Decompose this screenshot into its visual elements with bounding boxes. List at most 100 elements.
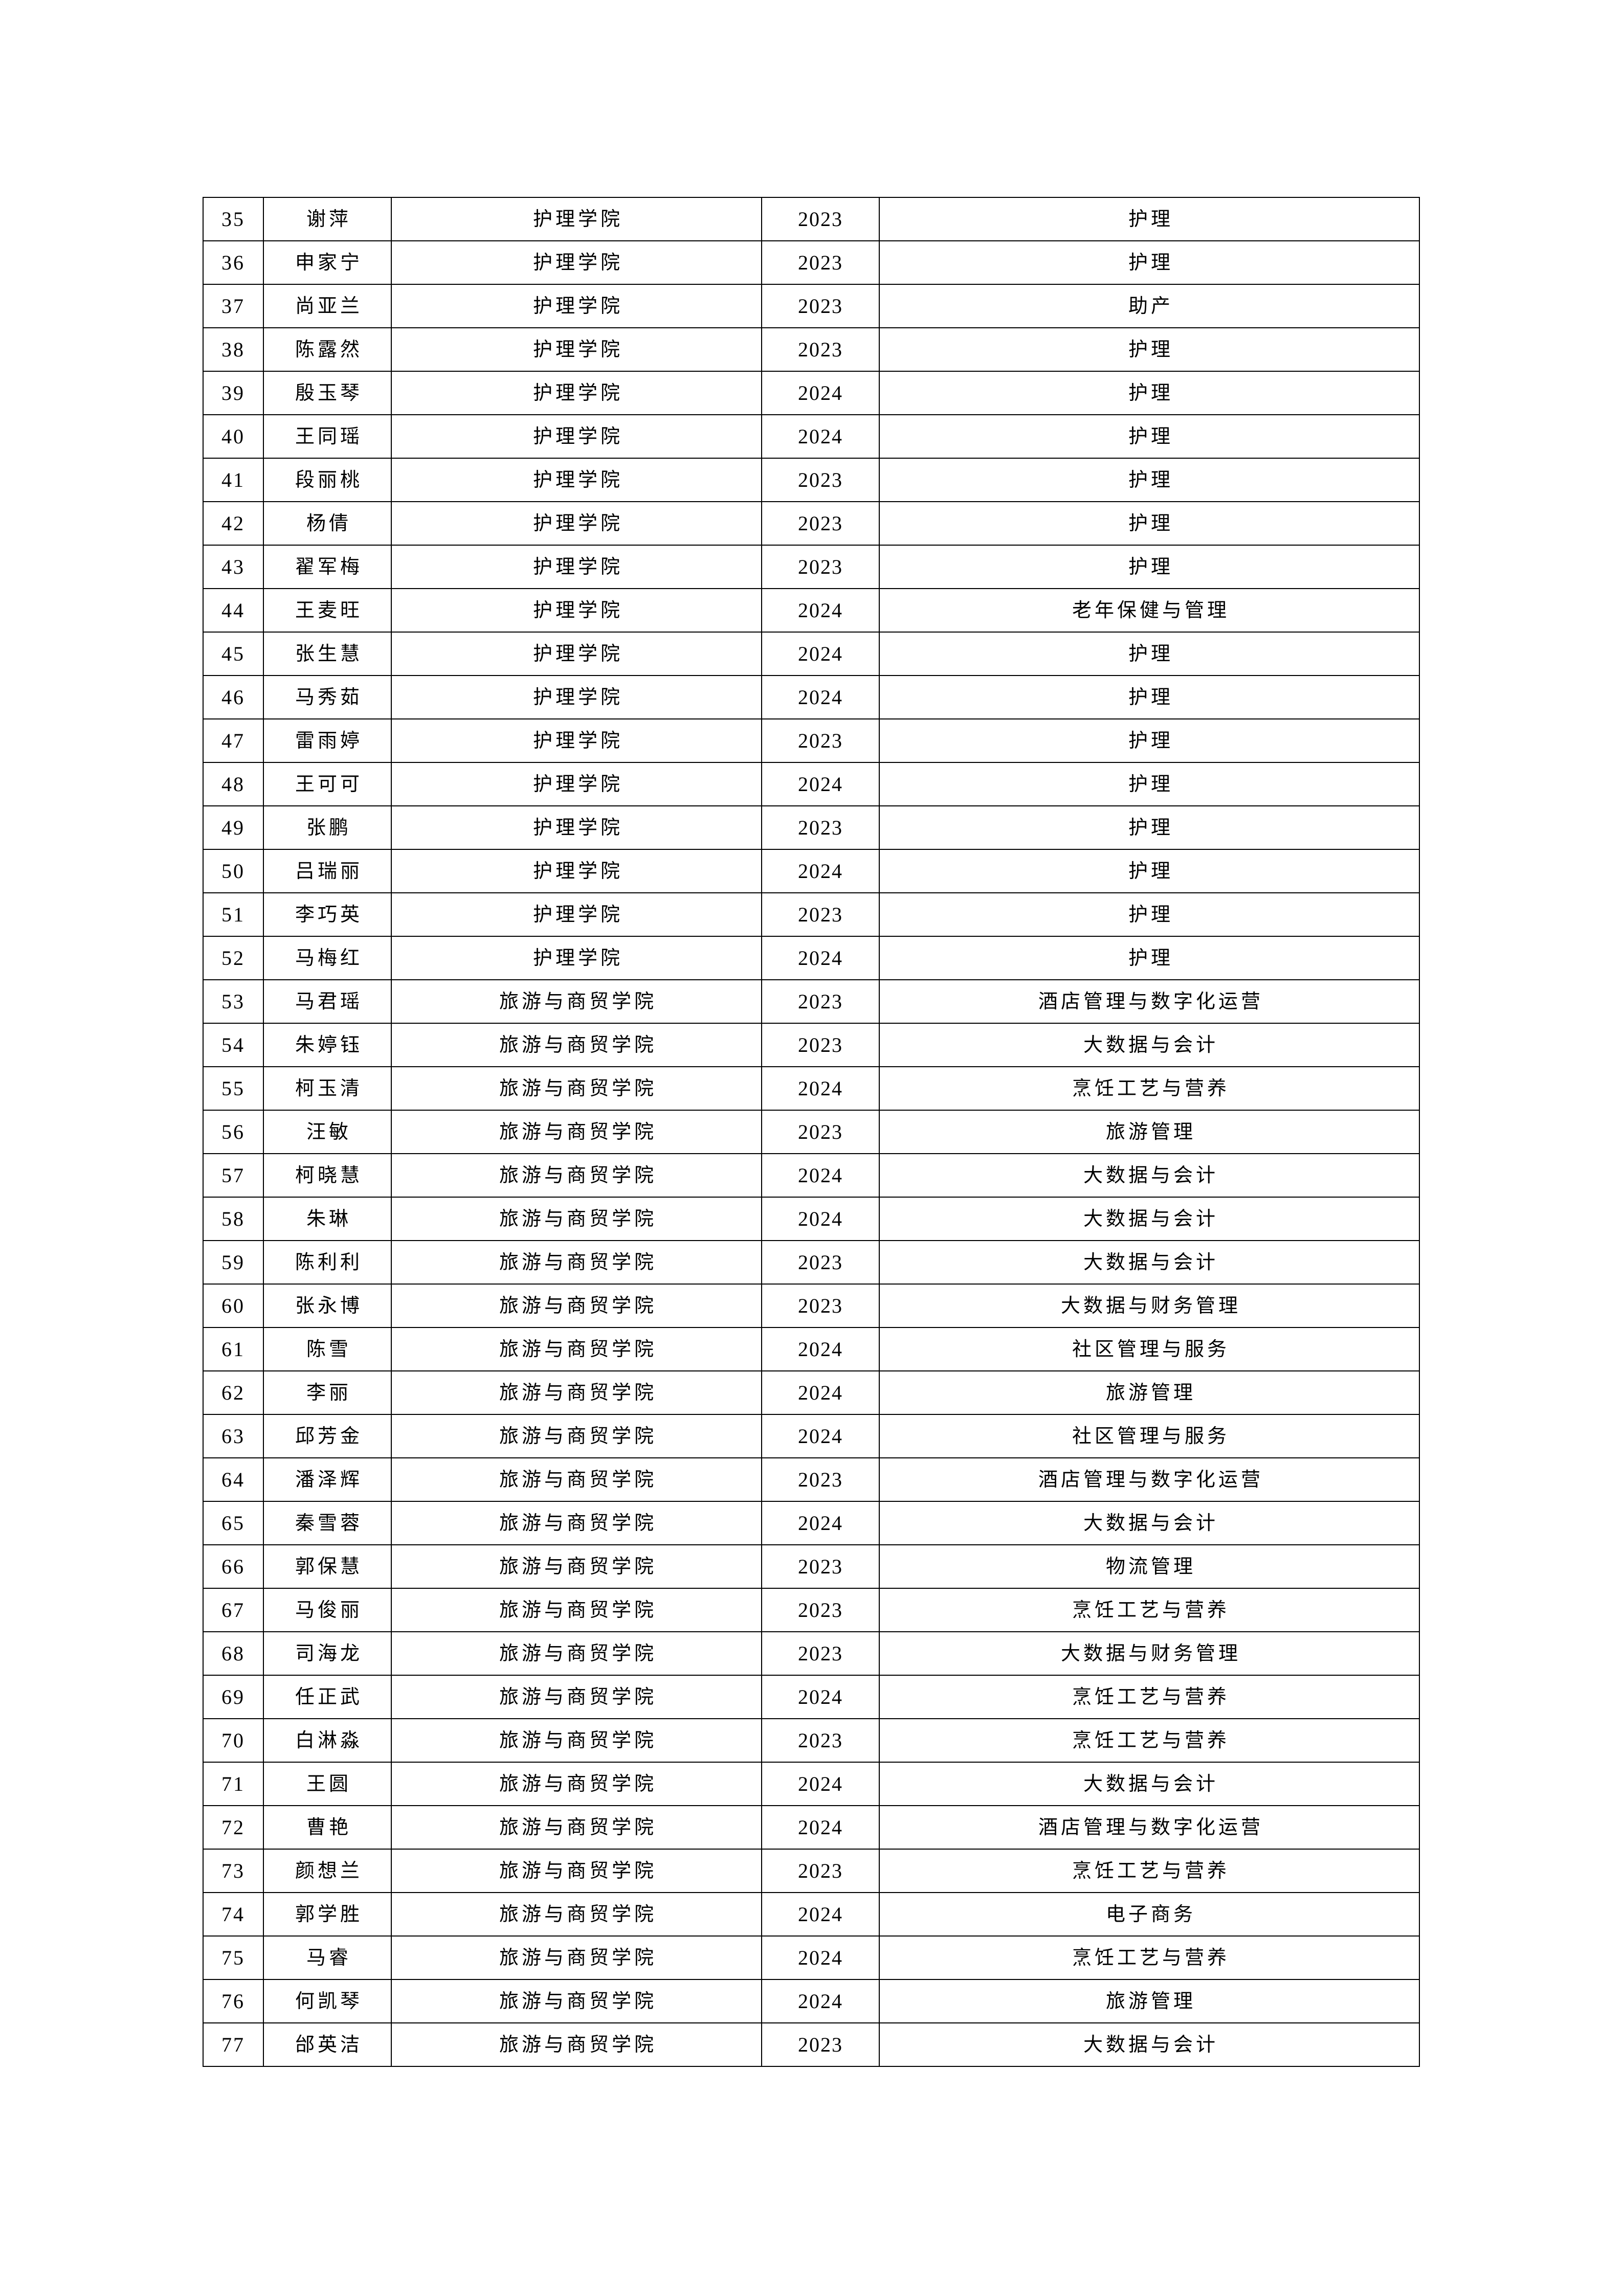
table-row: 48 王可可 护理学院 2024 护理 [203, 762, 1420, 806]
cell-major: 烹饪工艺与营养 [879, 1718, 1420, 1763]
cell-year: 2023 [761, 1718, 880, 1763]
cell-year: 2023 [761, 1457, 880, 1502]
table-row: 66 郭保慧 旅游与商贸学院 2023 物流管理 [203, 1544, 1420, 1589]
cell-name: 雷雨婷 [263, 718, 392, 763]
cell-index: 59 [203, 1240, 264, 1285]
cell-index: 41 [203, 458, 264, 502]
cell-name: 郭保慧 [263, 1544, 392, 1589]
cell-major: 护理 [879, 718, 1420, 763]
cell-name: 吕瑞丽 [263, 849, 392, 893]
cell-year: 2023 [761, 1544, 880, 1589]
cell-name: 邱芳金 [263, 1414, 392, 1458]
cell-name: 汪敏 [263, 1110, 392, 1154]
cell-major: 大数据与会计 [879, 1153, 1420, 1198]
cell-name: 陈利利 [263, 1240, 392, 1285]
cell-name: 陈露然 [263, 327, 392, 372]
cell-index: 71 [203, 1762, 264, 1806]
table-row: 50 吕瑞丽 护理学院 2024 护理 [203, 849, 1420, 893]
cell-dept: 护理学院 [391, 545, 762, 589]
cell-dept: 旅游与商贸学院 [391, 1935, 762, 1980]
cell-index: 56 [203, 1110, 264, 1154]
cell-name: 朱婷钰 [263, 1023, 392, 1067]
table-row: 75 马睿 旅游与商贸学院 2024 烹饪工艺与营养 [203, 1935, 1420, 1980]
cell-index: 38 [203, 327, 264, 372]
cell-year: 2024 [761, 1979, 880, 2023]
cell-index: 37 [203, 284, 264, 328]
cell-year: 2023 [761, 240, 880, 285]
cell-dept: 旅游与商贸学院 [391, 1805, 762, 1850]
cell-index: 75 [203, 1935, 264, 1980]
cell-year: 2024 [761, 371, 880, 415]
cell-dept: 旅游与商贸学院 [391, 1457, 762, 1502]
table-row: 45 张生慧 护理学院 2024 护理 [203, 632, 1420, 676]
table-row: 58 朱琳 旅游与商贸学院 2024 大数据与会计 [203, 1197, 1420, 1241]
table-row: 37 尚亚兰 护理学院 2023 助产 [203, 284, 1420, 328]
cell-index: 54 [203, 1023, 264, 1067]
table-row: 65 秦雪蓉 旅游与商贸学院 2024 大数据与会计 [203, 1501, 1420, 1545]
cell-dept: 护理学院 [391, 588, 762, 633]
cell-dept: 旅游与商贸学院 [391, 1631, 762, 1676]
cell-year: 2023 [761, 1631, 880, 1676]
cell-name: 王圆 [263, 1762, 392, 1806]
cell-year: 2023 [761, 1023, 880, 1067]
cell-name: 殷玉琴 [263, 371, 392, 415]
cell-year: 2024 [761, 1935, 880, 1980]
cell-dept: 旅游与商贸学院 [391, 1718, 762, 1763]
cell-name: 王麦旺 [263, 588, 392, 633]
cell-major: 护理 [879, 675, 1420, 719]
table-row: 59 陈利利 旅游与商贸学院 2023 大数据与会计 [203, 1240, 1420, 1285]
cell-major: 护理 [879, 892, 1420, 937]
table-row: 73 颜想兰 旅游与商贸学院 2023 烹饪工艺与营养 [203, 1849, 1420, 1893]
cell-dept: 旅游与商贸学院 [391, 1370, 762, 1415]
cell-index: 68 [203, 1631, 264, 1676]
cell-major: 旅游管理 [879, 1110, 1420, 1154]
table-row: 71 王圆 旅游与商贸学院 2024 大数据与会计 [203, 1762, 1420, 1806]
cell-index: 67 [203, 1588, 264, 1632]
cell-year: 2023 [761, 805, 880, 850]
cell-index: 69 [203, 1675, 264, 1719]
cell-dept: 护理学院 [391, 240, 762, 285]
cell-major: 电子商务 [879, 1892, 1420, 1937]
cell-name: 郭学胜 [263, 1892, 392, 1937]
cell-year: 2024 [761, 588, 880, 633]
table-row: 74 郭学胜 旅游与商贸学院 2024 电子商务 [203, 1892, 1420, 1937]
cell-index: 43 [203, 545, 264, 589]
table-row: 70 白淋淼 旅游与商贸学院 2023 烹饪工艺与营养 [203, 1718, 1420, 1763]
cell-major: 护理 [879, 371, 1420, 415]
roster-table: 35 谢萍 护理学院 2023 护理 36 申家宁 护理学院 2023 护理 37 尚亚兰 护理学院 20… [203, 197, 1420, 2067]
cell-dept: 旅游与商贸学院 [391, 1892, 762, 1937]
cell-name: 王可可 [263, 762, 392, 806]
table-row: 57 柯晓慧 旅游与商贸学院 2024 大数据与会计 [203, 1153, 1420, 1198]
cell-index: 77 [203, 2022, 264, 2067]
cell-dept: 护理学院 [391, 501, 762, 546]
cell-index: 66 [203, 1544, 264, 1589]
cell-year: 2023 [761, 1240, 880, 1285]
table-row: 35 谢萍 护理学院 2023 护理 [203, 197, 1420, 241]
cell-year: 2023 [761, 979, 880, 1024]
cell-dept: 护理学院 [391, 284, 762, 328]
cell-index: 48 [203, 762, 264, 806]
table-row: 53 马君瑶 旅游与商贸学院 2023 酒店管理与数字化运营 [203, 979, 1420, 1024]
cell-name: 白淋淼 [263, 1718, 392, 1763]
table-row: 69 任正武 旅游与商贸学院 2024 烹饪工艺与营养 [203, 1675, 1420, 1719]
cell-dept: 护理学院 [391, 371, 762, 415]
cell-major: 护理 [879, 805, 1420, 850]
cell-year: 2024 [761, 632, 880, 676]
cell-dept: 旅游与商贸学院 [391, 1588, 762, 1632]
table-row: 55 柯玉清 旅游与商贸学院 2024 烹饪工艺与营养 [203, 1066, 1420, 1111]
cell-major: 大数据与会计 [879, 1501, 1420, 1545]
table-row: 62 李丽 旅游与商贸学院 2024 旅游管理 [203, 1370, 1420, 1415]
cell-name: 马秀茹 [263, 675, 392, 719]
cell-major: 烹饪工艺与营养 [879, 1675, 1420, 1719]
cell-dept: 旅游与商贸学院 [391, 1284, 762, 1328]
cell-dept: 旅游与商贸学院 [391, 1240, 762, 1285]
table-row: 54 朱婷钰 旅游与商贸学院 2023 大数据与会计 [203, 1023, 1420, 1067]
cell-index: 46 [203, 675, 264, 719]
cell-dept: 旅游与商贸学院 [391, 1110, 762, 1154]
cell-dept: 旅游与商贸学院 [391, 1153, 762, 1198]
table-row: 38 陈露然 护理学院 2023 护理 [203, 327, 1420, 372]
cell-year: 2023 [761, 1588, 880, 1632]
cell-dept: 旅游与商贸学院 [391, 1979, 762, 2023]
cell-major: 护理 [879, 936, 1420, 980]
cell-major: 烹饪工艺与营养 [879, 1935, 1420, 1980]
